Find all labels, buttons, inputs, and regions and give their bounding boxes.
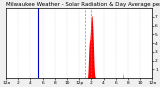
Text: Milwaukee Weather - Solar Radiation & Day Average per Minute W/m2 (Today): Milwaukee Weather - Solar Radiation & Da… bbox=[6, 2, 160, 7]
